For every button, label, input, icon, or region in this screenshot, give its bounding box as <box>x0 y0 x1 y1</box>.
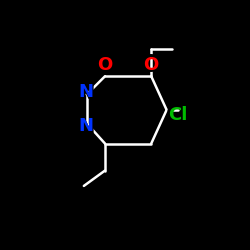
Text: N: N <box>78 117 93 135</box>
Text: O: O <box>144 56 159 74</box>
Text: O: O <box>141 53 161 77</box>
Text: O: O <box>98 56 113 74</box>
Text: Cl: Cl <box>166 103 191 127</box>
Text: N: N <box>76 80 96 104</box>
Text: Cl: Cl <box>168 106 188 124</box>
Text: N: N <box>78 82 93 100</box>
Text: N: N <box>76 114 96 138</box>
Text: O: O <box>95 53 115 77</box>
